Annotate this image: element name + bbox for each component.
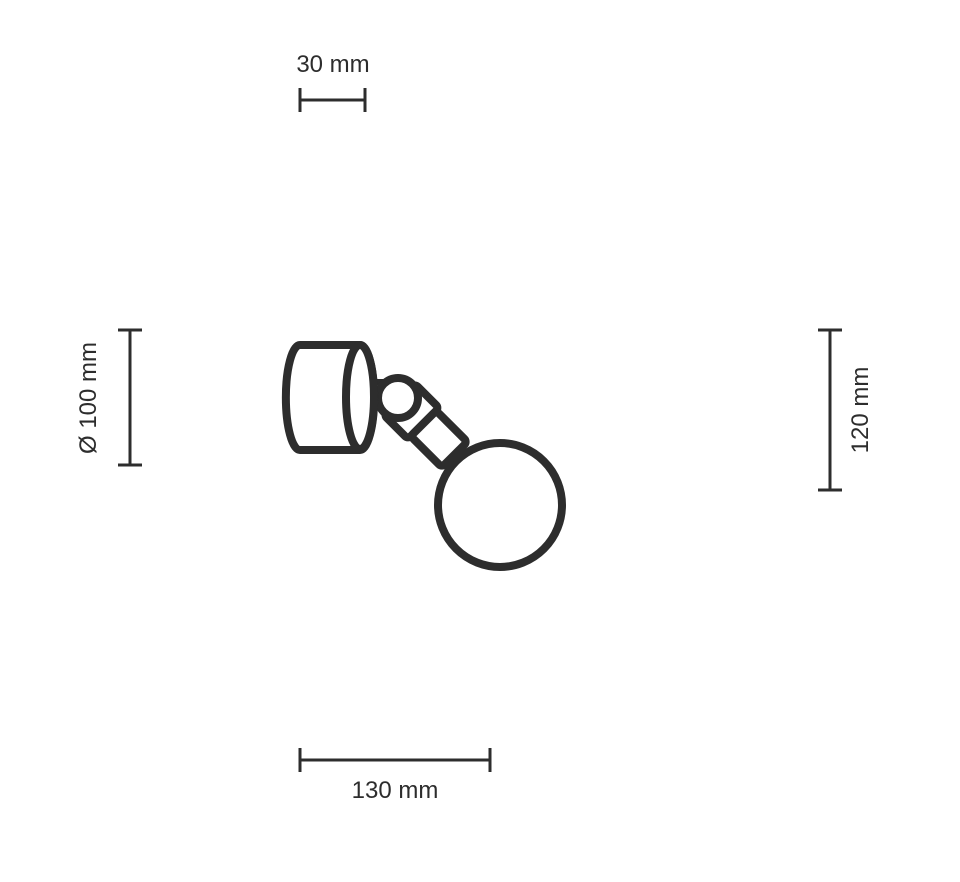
lamp-base bbox=[286, 345, 374, 450]
dimension-right-label: 120 mm bbox=[847, 367, 874, 454]
dimension-right: 120 mm bbox=[818, 330, 874, 490]
lamp-bulb bbox=[438, 443, 562, 567]
dimension-top: 30 mm bbox=[296, 51, 369, 112]
dimension-bottom-label: 130 mm bbox=[352, 777, 439, 804]
lamp-joint bbox=[378, 378, 418, 418]
dimension-left-label: Ø 100 mm bbox=[75, 342, 102, 454]
diagram-stage: 30 mm Ø 100 mm 120 mm 130 mm bbox=[0, 0, 960, 882]
technical-drawing: 30 mm Ø 100 mm 120 mm 130 mm bbox=[0, 0, 960, 882]
lamp-drawing bbox=[286, 345, 562, 567]
dimension-top-label: 30 mm bbox=[296, 51, 369, 78]
dimension-bottom: 130 mm bbox=[300, 748, 490, 804]
dimension-left: Ø 100 mm bbox=[75, 330, 142, 465]
